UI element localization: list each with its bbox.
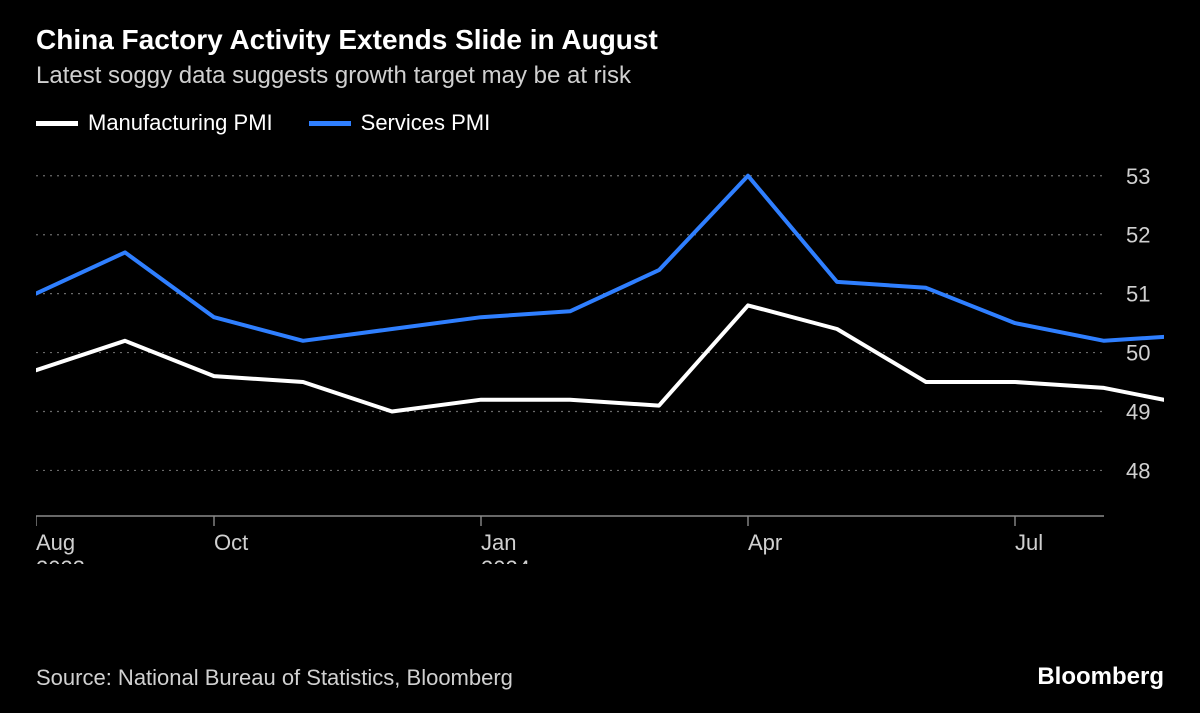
chart-title: China Factory Activity Extends Slide in … — [36, 24, 1164, 56]
source-text: Source: National Bureau of Statistics, B… — [36, 665, 513, 691]
chart-subtitle: Latest soggy data suggests growth target… — [36, 62, 1164, 90]
legend-label-1: Manufacturing PMI — [88, 110, 273, 136]
legend-swatch-2 — [309, 121, 351, 126]
legend-label-2: Services PMI — [361, 110, 491, 136]
chart-container: China Factory Activity Extends Slide in … — [0, 0, 1200, 713]
chart-plot-area: 48 49 50 51 52 53 Aug2023 Oct Jan2024 Apr Jul — [36, 154, 1164, 564]
footer: Source: National Bureau of Statistics, B… — [36, 663, 1164, 691]
legend: Manufacturing PMI Services PMI — [36, 110, 1164, 136]
svg-text:Jan: Jan — [481, 530, 516, 555]
svg-text:Oct: Oct — [214, 530, 248, 555]
legend-item-manufacturing: Manufacturing PMI — [36, 110, 273, 136]
svg-text:Aug: Aug — [36, 530, 75, 555]
svg-text:48: 48 — [1126, 458, 1150, 483]
svg-text:Apr: Apr — [748, 530, 782, 555]
svg-text:53: 53 — [1126, 164, 1150, 189]
svg-text:52: 52 — [1126, 223, 1150, 248]
legend-item-services: Services PMI — [309, 110, 491, 136]
svg-text:49: 49 — [1126, 400, 1150, 425]
brand-text: Bloomberg — [1037, 663, 1164, 691]
svg-text:2023: 2023 — [36, 556, 85, 564]
chart-svg: 48 49 50 51 52 53 Aug2023 Oct Jan2024 Apr Jul — [36, 154, 1164, 564]
svg-text:2024: 2024 — [481, 556, 530, 564]
svg-text:Jul: Jul — [1015, 530, 1043, 555]
legend-swatch-1 — [36, 121, 78, 126]
svg-text:51: 51 — [1126, 282, 1150, 307]
svg-text:50: 50 — [1126, 341, 1150, 366]
